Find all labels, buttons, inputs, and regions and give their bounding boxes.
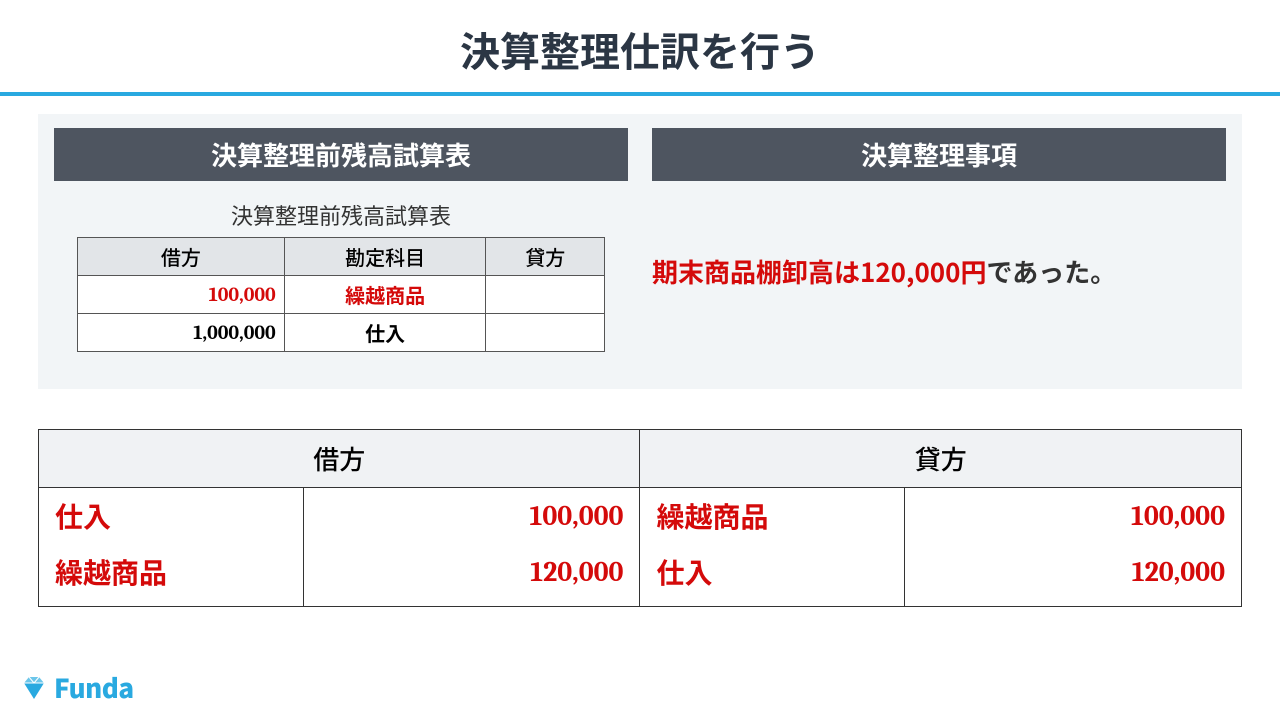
diamond-icon — [20, 675, 48, 701]
j-debit-amount: 120,000 — [303, 544, 640, 607]
right-header: 決算整理事項 — [652, 128, 1226, 181]
tb-credit — [486, 276, 605, 314]
journal-row: 繰越商品 120,000 仕入 120,000 — [39, 544, 1242, 607]
tb-col-debit: 借方 — [77, 238, 284, 276]
top-panel: 決算整理前残高試算表 決算整理前残高試算表 借方 勘定科目 貸方 100,000… — [38, 114, 1242, 389]
tb-debit: 1,000,000 — [77, 314, 284, 352]
note-highlight: 期末商品棚卸高は120,000円 — [652, 253, 987, 290]
brand-logo: Funda — [20, 669, 134, 706]
j-credit-account: 繰越商品 — [640, 488, 905, 545]
right-column: 決算整理事項 期末商品棚卸高は120,000円であった。 — [652, 128, 1226, 361]
adjustment-note: 期末商品棚卸高は120,000円であった。 — [652, 253, 1116, 290]
note-rest: であった。 — [987, 253, 1117, 290]
title-rule — [0, 92, 1280, 96]
journal-debit-header: 借方 — [39, 430, 640, 488]
tb-account: 仕入 — [284, 314, 486, 352]
tb-credit — [486, 314, 605, 352]
left-header: 決算整理前残高試算表 — [54, 128, 628, 181]
j-credit-amount: 120,000 — [905, 544, 1242, 607]
journal-row: 仕入 100,000 繰越商品 100,000 — [39, 488, 1242, 545]
j-credit-amount: 100,000 — [905, 488, 1242, 545]
tb-col-account: 勘定科目 — [284, 238, 486, 276]
journal-table: 借方 貸方 仕入 100,000 繰越商品 100,000 繰越商品 120,0… — [38, 429, 1242, 607]
j-debit-amount: 100,000 — [303, 488, 640, 545]
trial-balance-caption: 決算整理前残高試算表 — [54, 199, 628, 231]
tb-row: 1,000,000 仕入 — [77, 314, 604, 352]
tb-debit: 100,000 — [77, 276, 284, 314]
journal-credit-header: 貸方 — [640, 430, 1242, 488]
j-debit-account: 仕入 — [39, 488, 304, 545]
journal-wrap: 借方 貸方 仕入 100,000 繰越商品 100,000 繰越商品 120,0… — [38, 429, 1242, 607]
left-column: 決算整理前残高試算表 決算整理前残高試算表 借方 勘定科目 貸方 100,000… — [54, 128, 628, 361]
j-debit-account: 繰越商品 — [39, 544, 304, 607]
tb-col-credit: 貸方 — [486, 238, 605, 276]
trial-balance-table: 借方 勘定科目 貸方 100,000 繰越商品 1,000,000 仕入 — [77, 237, 605, 352]
tb-account: 繰越商品 — [284, 276, 486, 314]
j-credit-account: 仕入 — [640, 544, 905, 607]
note-wrap: 期末商品棚卸高は120,000円であった。 — [652, 181, 1226, 361]
page-title: 決算整理仕訳を行う — [0, 0, 1280, 92]
tb-row: 100,000 繰越商品 — [77, 276, 604, 314]
brand-name: Funda — [54, 669, 134, 706]
